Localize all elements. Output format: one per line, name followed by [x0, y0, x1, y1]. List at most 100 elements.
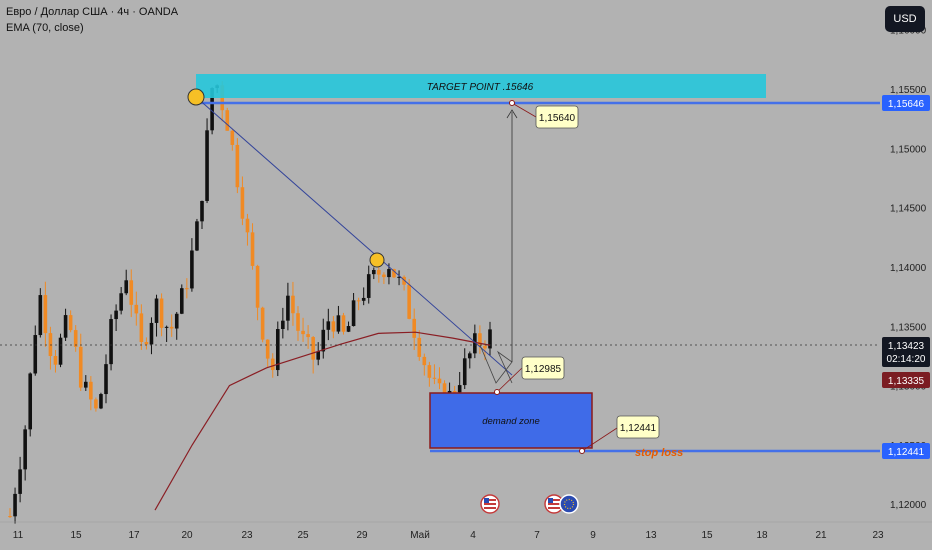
candle [311, 335, 315, 374]
time-tick-label: 17 [128, 530, 140, 541]
stop-price-tag: 1,12441 [882, 443, 930, 459]
candle [432, 364, 437, 385]
candle [13, 487, 17, 524]
candle [346, 321, 351, 333]
candle [129, 269, 134, 318]
candle [119, 287, 123, 315]
time-tick-label: 15 [70, 530, 82, 541]
candle [48, 326, 53, 370]
candle [89, 376, 93, 411]
candle [114, 304, 118, 331]
candle [281, 307, 285, 339]
demand-zone-label: demand zone [482, 416, 540, 427]
candle [371, 267, 376, 280]
candle [159, 293, 164, 337]
candle [382, 272, 386, 284]
callout-entry [521, 356, 565, 380]
svg-text:1,15646: 1,15646 [888, 99, 925, 110]
time-tick-label: Май [410, 530, 430, 541]
candle [154, 294, 159, 337]
callout-target [535, 105, 579, 129]
candle [437, 367, 442, 390]
candle [275, 321, 280, 377]
target-arrow-head [506, 109, 518, 119]
candle [321, 318, 326, 359]
candle [68, 310, 73, 333]
time-tick-label: 23 [241, 530, 253, 541]
candle [402, 275, 406, 291]
candle [169, 314, 174, 337]
candle [83, 375, 88, 391]
time-tick-label: 11 [13, 530, 24, 541]
indicator-title: EMA (70, close) [6, 22, 84, 34]
candle [488, 321, 492, 356]
time-tick-label: 13 [645, 530, 657, 541]
candle [245, 213, 250, 246]
candle [427, 361, 432, 387]
candle [478, 325, 482, 354]
candle [250, 223, 255, 270]
candle [326, 308, 331, 341]
candle [104, 354, 108, 404]
candle [164, 325, 169, 342]
svg-text:1,13423: 1,13423 [888, 341, 925, 352]
candle [124, 269, 129, 296]
ema-line [154, 331, 491, 511]
candle [73, 325, 78, 352]
ema-price-tag: 1,13335 [882, 372, 930, 388]
candle [139, 304, 144, 350]
target-box [196, 74, 766, 98]
time-tick-label: 9 [590, 530, 596, 541]
target-box-label: TARGET POINT .15646 [427, 82, 534, 93]
time-tick-label: 20 [181, 530, 193, 541]
us-flag-event-icon-2[interactable] [544, 494, 564, 514]
time-tick-label: 18 [756, 530, 768, 541]
candle [174, 311, 179, 340]
price-tags: 1,15646 1,13423 02:14:20 1,13335 1,12441 [882, 95, 930, 459]
time-tick-label: 25 [297, 530, 309, 541]
candle [38, 288, 43, 338]
candle [260, 306, 265, 343]
peak-marker-1 [187, 88, 205, 106]
time-tick-label: 23 [872, 530, 884, 541]
svg-text:1,12441: 1,12441 [620, 423, 657, 434]
svg-text:1,12441: 1,12441 [888, 447, 925, 458]
trend-line [195, 96, 513, 376]
candle [185, 278, 189, 299]
callout-stop [616, 415, 660, 439]
svg-text:02:14:20: 02:14:20 [887, 354, 926, 365]
candle [351, 293, 356, 327]
svg-text:1,15640: 1,15640 [539, 113, 576, 124]
candle [230, 129, 235, 151]
candle [195, 218, 199, 252]
candle [341, 312, 346, 335]
price-tick-label: 1,15000 [890, 144, 927, 155]
candle [63, 308, 68, 341]
candle [286, 282, 290, 331]
candle [392, 268, 396, 279]
candle [316, 342, 321, 366]
candle [225, 107, 230, 131]
candle [473, 324, 477, 359]
currency-button[interactable]: USD [885, 6, 925, 32]
candle [467, 351, 472, 369]
svg-text:1,13335: 1,13335 [888, 376, 925, 387]
demand-zone [429, 392, 593, 449]
candle [149, 317, 154, 355]
us-flag-event-icon[interactable] [480, 494, 500, 514]
candle [58, 333, 63, 368]
peak-marker-2 [369, 252, 385, 268]
candle [18, 456, 22, 503]
time-tick-label: 21 [815, 530, 827, 541]
candle [412, 308, 417, 350]
candle [255, 264, 260, 321]
candle [190, 238, 194, 292]
candle [291, 281, 295, 326]
candle [205, 118, 209, 204]
candle [356, 297, 361, 311]
candle [23, 425, 27, 481]
candle [462, 348, 467, 390]
eu-flag-event-icon[interactable] [559, 494, 579, 514]
candle [53, 350, 58, 373]
